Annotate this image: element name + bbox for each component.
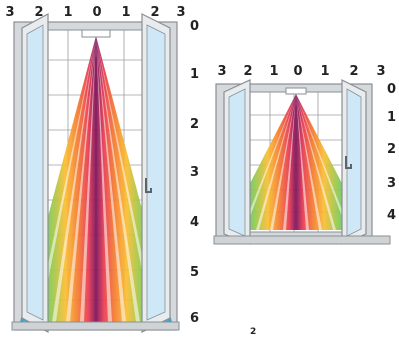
- scale-label: 1: [320, 64, 329, 79]
- scale-label: 0: [293, 64, 302, 79]
- tall-sensor: [81, 29, 111, 38]
- short-side-scale: 0 1 2 3 4: [387, 82, 396, 223]
- short-sensor: [285, 87, 307, 95]
- short-handle-icon: [345, 156, 352, 169]
- scale-label: 0: [190, 19, 199, 34]
- scale-label: 0: [92, 5, 101, 20]
- scale-label: 1: [190, 67, 199, 82]
- short-coverage-fan: [226, 94, 366, 230]
- scale-label: 3: [217, 64, 226, 79]
- scale-label: 4: [387, 208, 396, 223]
- scale-label: 3: [5, 5, 14, 20]
- tall-left-sash: [21, 12, 49, 334]
- scale-label: 2: [387, 142, 396, 157]
- scale-label: 0: [387, 82, 396, 97]
- scale-label: 3: [387, 176, 396, 191]
- tall-top-scale: 3 2 1 0 1 2 3: [5, 5, 185, 20]
- scale-label: 1: [387, 110, 396, 125]
- corner-mark: 2: [250, 327, 256, 334]
- short-right-sash: [341, 79, 367, 245]
- tall-right-sash: [141, 13, 171, 333]
- scale-label: 5: [190, 265, 199, 280]
- scale-label: 6: [190, 311, 199, 326]
- tall-coverage-fan: [20, 36, 172, 322]
- scale-label: 2: [34, 5, 43, 20]
- short-window-sill: [213, 235, 391, 245]
- scale-label: 3: [176, 5, 185, 20]
- short-top-scale: 3 2 1 0 1 2 3: [217, 64, 385, 79]
- tall-window: 3 2 1 0 1 2 3 0 1 2 3 4 5 6: [5, 5, 199, 334]
- scale-label: 1: [63, 5, 72, 20]
- tall-side-scale: 0 1 2 3 4 5 6: [190, 19, 199, 326]
- scale-label: 4: [190, 215, 199, 230]
- scale-label: 1: [269, 64, 278, 79]
- scale-label: 3: [376, 64, 385, 79]
- tall-handle-icon: [145, 178, 152, 193]
- scale-label: 2: [349, 64, 358, 79]
- scale-label: 1: [121, 5, 130, 20]
- short-left-sash: [223, 79, 251, 245]
- scale-label: 2: [150, 5, 159, 20]
- scale-label: 2: [243, 64, 252, 79]
- tall-window-sill: [11, 321, 180, 331]
- short-window: 3 2 1 0 1 2 3 0 1 2 3 4: [213, 64, 396, 245]
- scale-label: 3: [190, 165, 199, 180]
- scale-label: 2: [190, 117, 199, 132]
